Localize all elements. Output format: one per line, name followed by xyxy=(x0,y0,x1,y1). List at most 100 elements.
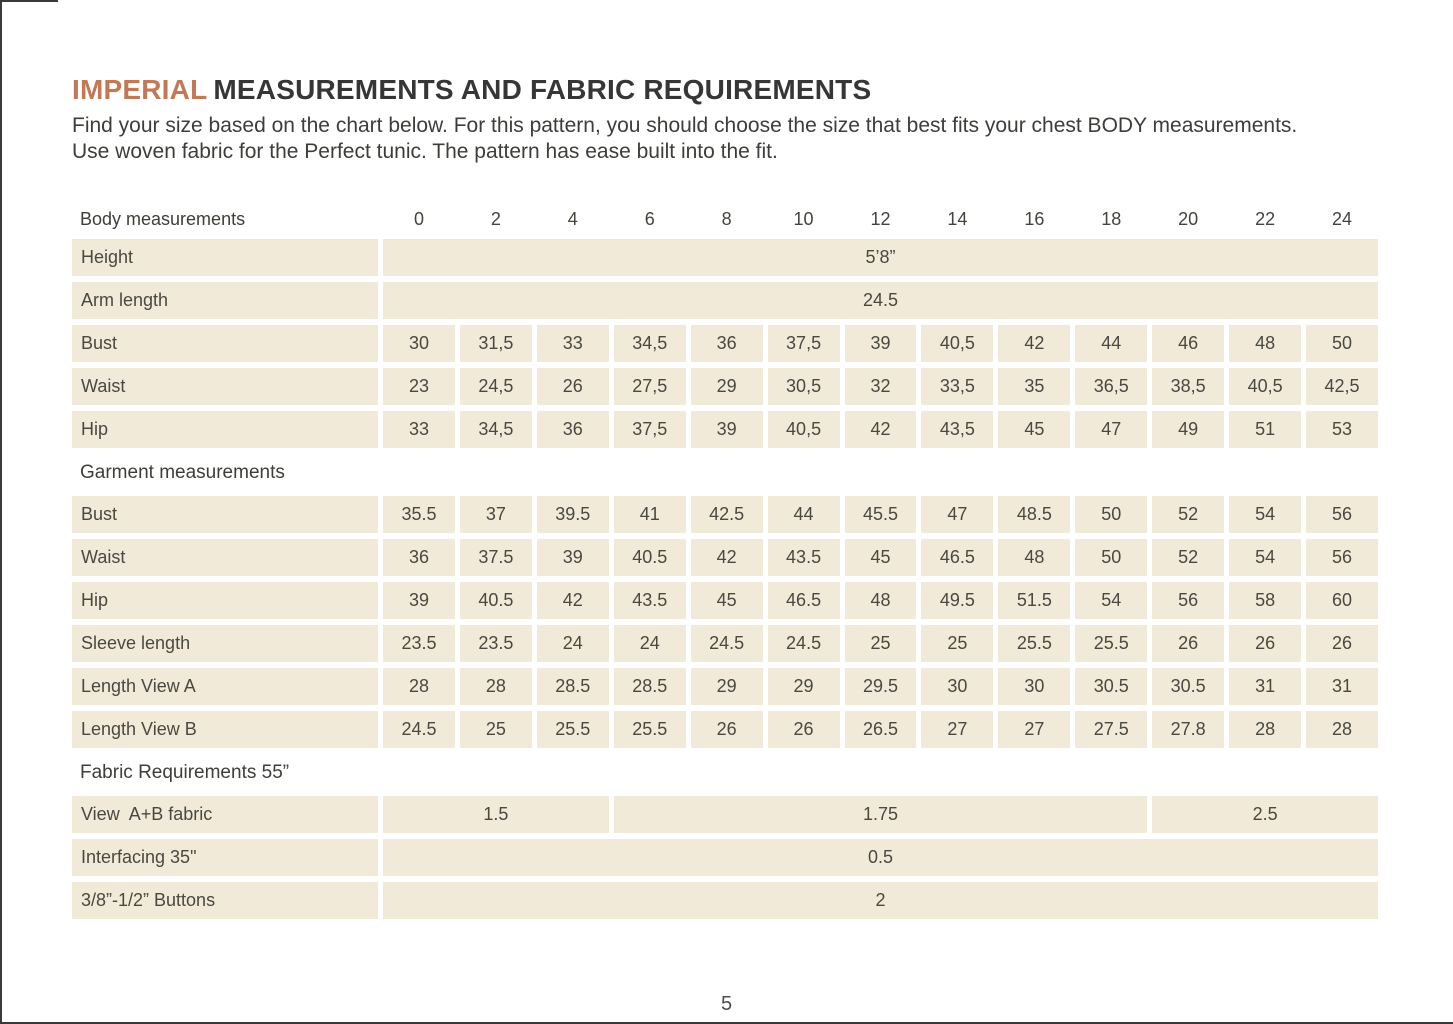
value-cell: 2.5 xyxy=(1152,796,1378,833)
value-cell: 25.5 xyxy=(1075,625,1148,662)
value-cell: 42 xyxy=(536,582,609,619)
value-cell: 2 xyxy=(383,882,1378,919)
scan-edge-top xyxy=(0,0,58,2)
value-cell: 36 xyxy=(383,539,455,576)
value-cell: 34,5 xyxy=(459,411,532,448)
page-title-rest: MEASUREMENTS AND FABRIC REQUIREMENTS xyxy=(213,74,872,105)
value-cell: 28 xyxy=(383,668,455,705)
value-cell: 30.5 xyxy=(1075,668,1148,705)
value-cell: 45 xyxy=(690,582,763,619)
value-cell: 23.5 xyxy=(459,625,532,662)
value-cell: 52 xyxy=(1152,539,1225,576)
row-label-cell: Interfacing 35" xyxy=(72,839,378,876)
value-cell: 50 xyxy=(1075,496,1148,533)
value-cell: 28.5 xyxy=(536,668,609,705)
table-row: Waist 36 37.5 39 40.5 42 43.5 45 46.5 48 50 52 54 56 xyxy=(72,539,1378,576)
size-column-header: 10 xyxy=(793,208,814,229)
value-cell: 49.5 xyxy=(921,582,994,619)
value-cell: 24.5 xyxy=(767,625,840,662)
row-label-cell: Bust xyxy=(72,325,378,362)
value-cell: 39 xyxy=(536,539,609,576)
value-cell: 50 xyxy=(1306,325,1378,362)
value-cell: 28 xyxy=(459,668,532,705)
value-cell: 33 xyxy=(536,325,609,362)
value-cell: 47 xyxy=(921,496,994,533)
size-column-header: 4 xyxy=(567,208,578,229)
value-cell: 37.5 xyxy=(459,539,532,576)
row-label-cell: Sleeve length xyxy=(72,625,378,662)
table-row: 3/8”-1/2” Buttons 2 xyxy=(72,882,1378,919)
value-cell: 38,5 xyxy=(1152,368,1225,405)
value-cell: 40,5 xyxy=(1229,368,1302,405)
value-cell: 46.5 xyxy=(767,582,840,619)
value-cell: 40.5 xyxy=(459,582,532,619)
value-cell: 35 xyxy=(998,368,1071,405)
value-cell: 33 xyxy=(383,411,455,448)
value-cell: 48 xyxy=(998,539,1071,576)
value-cell: 42 xyxy=(690,539,763,576)
scan-edge-left xyxy=(0,0,2,1024)
value-cell: 40.5 xyxy=(613,539,686,576)
value-cell: 25.5 xyxy=(998,625,1071,662)
table-row: Height 5’8” xyxy=(72,239,1378,276)
value-cell: 44 xyxy=(1075,325,1148,362)
value-cell: 29.5 xyxy=(844,668,917,705)
column-header-label: Body measurements xyxy=(80,208,246,229)
table-row: Arm length 24.5 xyxy=(72,282,1378,319)
value-cell: 39 xyxy=(844,325,917,362)
value-cell: 24.5 xyxy=(383,711,455,748)
intro-text: Find your size based on the chart below.… xyxy=(72,113,1453,165)
value-cell: 27 xyxy=(998,711,1071,748)
value-cell: 48 xyxy=(1229,325,1302,362)
size-column-header: 0 xyxy=(413,208,424,229)
table-row: Bust 35.5 37 39.5 41 42.5 44 45.5 47 48.5 50 52 54 56 xyxy=(72,496,1378,533)
table-row: Length View A 28 28 28.5 28.5 29 29 29.5 30 30 30.… xyxy=(72,668,1378,705)
intro-line-2: Use woven fabric for the Perfect tunic. … xyxy=(72,140,778,163)
value-cell: 30 xyxy=(383,325,455,362)
value-cell: 43.5 xyxy=(613,582,686,619)
value-cell: 39 xyxy=(383,582,455,619)
row-label-cell: Hip xyxy=(72,411,378,448)
value-cell: 34,5 xyxy=(613,325,686,362)
value-cell: 39.5 xyxy=(536,496,609,533)
size-column-header: 22 xyxy=(1255,208,1276,229)
value-cell: 48 xyxy=(844,582,917,619)
row-label-cell: Bust xyxy=(72,496,378,533)
value-cell: 36 xyxy=(690,325,763,362)
table-row: Bust 30 31,5 33 34,5 36 37,5 39 40,5 42 44 46 48 50 xyxy=(72,325,1378,362)
value-cell: 23.5 xyxy=(383,625,455,662)
value-cell: 46 xyxy=(1152,325,1225,362)
row-label-cell: 3/8”-1/2” Buttons xyxy=(72,882,378,919)
value-cell: 35.5 xyxy=(383,496,455,533)
value-cell: 52 xyxy=(1152,496,1225,533)
size-column-header: 24 xyxy=(1332,208,1353,229)
value-cell: 56 xyxy=(1152,582,1225,619)
section-heading: Fabric Requirements 55” xyxy=(80,762,290,783)
value-cell: 25 xyxy=(459,711,532,748)
size-column-header: 8 xyxy=(721,208,732,229)
size-column-header: 14 xyxy=(947,208,968,229)
page-title-accent: IMPERIAL xyxy=(72,74,208,105)
value-cell: 37 xyxy=(459,496,532,533)
value-cell: 56 xyxy=(1306,539,1378,576)
value-cell: 42 xyxy=(844,411,917,448)
table-row: Waist 23 24,5 26 27,5 29 30,5 32 33,5 35 36,5 38,5 4… xyxy=(72,368,1378,405)
value-cell: 31 xyxy=(1229,668,1302,705)
value-cell: 45 xyxy=(998,411,1071,448)
size-column-header: 2 xyxy=(490,208,501,229)
value-cell: 26.5 xyxy=(844,711,917,748)
value-cell: 25 xyxy=(844,625,917,662)
value-cell: 37,5 xyxy=(613,411,686,448)
measurement-table: Body measurements 0 2 4 6 8 10 12 14 16 18 20 22 24 He… xyxy=(72,207,1378,919)
value-cell: 29 xyxy=(767,668,840,705)
size-column-header: 12 xyxy=(870,208,891,229)
value-cell: 24.5 xyxy=(383,282,1378,319)
value-cell: 49 xyxy=(1152,411,1225,448)
row-label-cell: Waist xyxy=(72,539,378,576)
value-cell: 46.5 xyxy=(921,539,994,576)
row-label-cell: Height xyxy=(72,239,378,276)
table-row: Interfacing 35" 0.5 xyxy=(72,839,1378,876)
row-label-cell: Arm length xyxy=(72,282,378,319)
value-cell: 32 xyxy=(844,368,917,405)
value-cell: 26 xyxy=(1306,625,1378,662)
